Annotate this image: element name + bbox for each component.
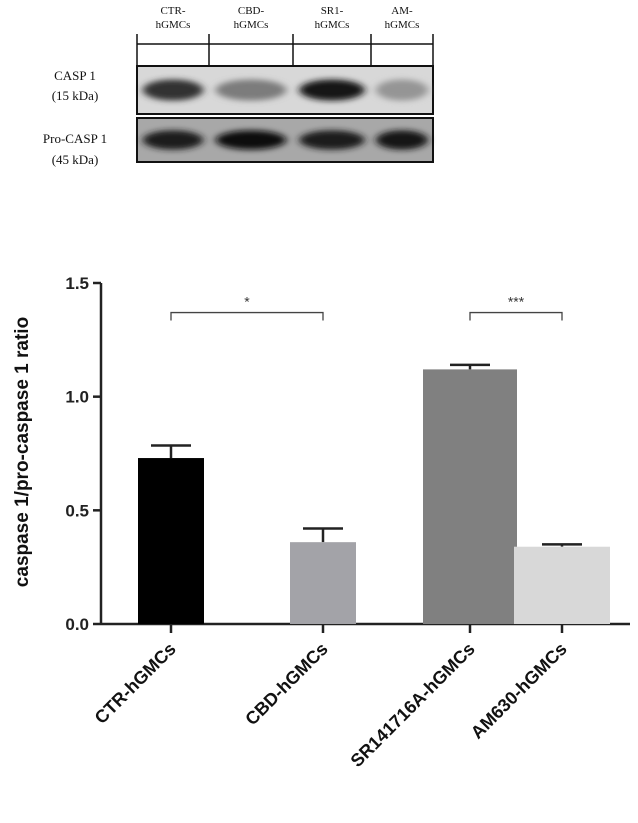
y-tick-label: 1.5 [65,274,89,293]
lane-label-line2: hGMCs [156,19,191,31]
bars [138,363,610,624]
x-tick-label: CTR-hGMCs [91,639,180,728]
y-axis-title: caspase 1/pro-caspase 1 ratio [12,317,33,587]
significance-label: * [244,294,250,310]
lane-label-line1: AM- [391,5,413,17]
bar [514,546,610,624]
blot-band [299,130,365,150]
lane-label-line2: hGMCs [385,19,420,31]
bar [290,542,356,624]
blot-band [375,79,429,101]
y-tick-label: 1.0 [65,388,89,407]
bar [423,369,517,624]
lane-label-line1: SR1- [321,5,344,17]
blot-band [215,130,287,150]
bar [138,458,204,624]
significance-label: *** [508,294,525,310]
blot-band [142,130,204,150]
lane-label-line2: hGMCs [234,19,269,31]
lane-label-line2: hGMCs [315,19,350,31]
x-tick-label: SR141716A-hGMCs [347,639,479,771]
x-tick-label: AM630-hGMCs [467,639,571,743]
y-axis: 0.0 0.5 1.0 1.5 [65,274,103,634]
y-tick-label: 0.0 [65,615,89,634]
y-tick-label: 0.5 [65,501,89,520]
blot-band [215,79,287,101]
bar-chart: caspase 1/pro-caspase 1 ratio 0.0 0.5 1.0 1… [12,274,630,771]
significance-brackets: * *** [170,294,563,321]
significance-bracket [170,311,324,321]
blot-band [142,79,204,101]
blot-lane-headers: CTR-hGMCs CBD-hGMCs SR1- hGMCs AM-hGMCs [136,5,434,66]
western-blot-panel: CTR-hGMCs CBD-hGMCs SR1- hGMCs AM-hGMCs CASP… [43,5,434,167]
blot-row-name: Pro-CASP 1 [43,131,107,146]
blot-rows: CASP 1 (15 kDa) Pro-CASP 1 (45 kDa) [43,65,434,167]
blot-band [375,130,429,150]
blot-band [299,79,365,101]
blot-row-name: CASP 1 [54,68,96,83]
lane-label-line1: CBD- [238,5,265,17]
blot-row-size: (15 kDa) [52,88,99,103]
x-tick-label: CBD-hGMCs [241,639,332,730]
significance-bracket [469,311,563,321]
blot-row-size: (45 kDa) [52,152,99,167]
x-axis: CTR-hGMCs CBD-hGMCs SR141716A-hGMCsAM630-h… [91,622,630,771]
lane-label-line1: CTR- [160,5,185,17]
